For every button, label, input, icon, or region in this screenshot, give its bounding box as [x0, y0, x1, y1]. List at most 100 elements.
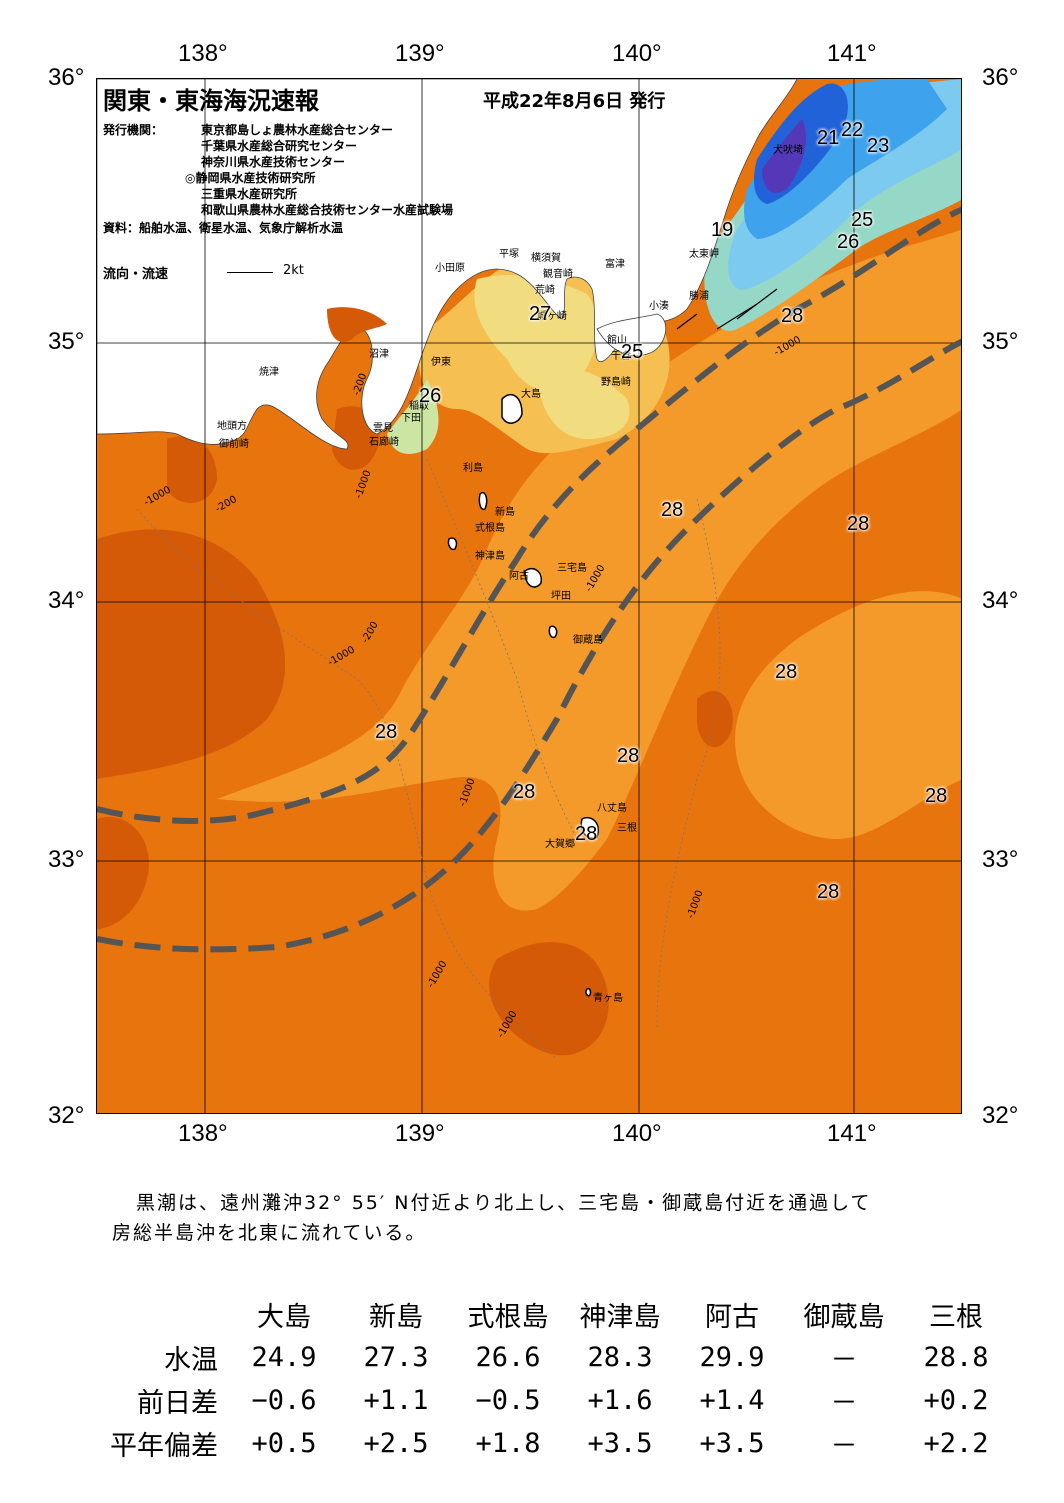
table-cell: +1.8: [475, 1428, 541, 1459]
isotherm-label-28-g: 28: [925, 785, 948, 807]
table-cell: +3.5: [587, 1428, 653, 1459]
place-jogasaki: 城ヶ崎: [537, 311, 567, 322]
issue-date: 平成22年8月6日 発行: [483, 91, 666, 112]
column-header: 式根島: [467, 1302, 549, 1333]
lat-tick-right-34: 34°: [982, 587, 1019, 614]
place-irozaki: 石廊崎: [369, 437, 399, 448]
isotherm-label-25-chikura: 25: [621, 341, 644, 363]
graticule: [97, 79, 961, 1113]
issuer-6: 和歌山県農林水産総合技術センター水産試験場: [201, 203, 454, 217]
lon-tick-top-140: 140°: [612, 40, 662, 67]
table-cell: +1.6: [587, 1385, 653, 1416]
place-hachijojima: 八丈島: [597, 803, 627, 814]
table-cell: +2.2: [923, 1428, 989, 1459]
isotherm-label-27-sagami: 27: [529, 303, 552, 325]
island-temperature-table: 大島 新島 式根島 神津島 阿古 御蔵島 三根 水温 24.9 27.3 26.…: [88, 1293, 1012, 1465]
sea-suruga-head: [327, 307, 387, 343]
table-header-row: 大島 新島 式根島 神津島 阿古 御蔵島 三根: [88, 1293, 1012, 1336]
table-cell: +1.4: [699, 1385, 765, 1416]
map-canvas: [97, 79, 961, 1113]
isotherm-label-21: 21: [817, 127, 840, 149]
place-oshima: 大島: [521, 389, 541, 400]
lat-tick-left-35: 35°: [48, 328, 85, 355]
table-cell: 28.3: [587, 1342, 653, 1373]
sea-warm-patch-aogashima: [489, 942, 609, 1056]
isotherm-label-26-east: 26: [837, 231, 860, 253]
table-cell: －: [830, 1388, 858, 1419]
place-ako: 阿古: [509, 571, 529, 582]
sea-warm-patch-5: [97, 817, 149, 929]
isotherm-label-22: 22: [841, 119, 864, 141]
table-cell: 28.8: [923, 1342, 989, 1373]
table-cell: 26.6: [475, 1342, 541, 1373]
current-arrows: [676, 288, 778, 330]
place-mitsune: 三根: [617, 823, 637, 834]
sea-27-patch-east: [735, 591, 961, 839]
place-kannonzaki: 観音崎: [543, 269, 573, 280]
place-mikurajima: 御蔵島: [573, 635, 603, 646]
sea-warm-patch-1: [167, 436, 217, 503]
map-title: 関東・東海海況速報: [103, 87, 319, 115]
lon-tick-bottom-140: 140°: [612, 1120, 662, 1147]
table-row: 平年偏差 +0.5 +2.5 +1.8 +3.5 +3.5 － +2.2: [88, 1422, 1012, 1465]
row-header: 平年偏差: [110, 1431, 218, 1462]
isotherm-label-28-boso: 28: [781, 305, 804, 327]
island-oshima: [501, 393, 523, 424]
issuer-4: ◎静岡県水産技術研究所: [185, 171, 316, 185]
table-cell: －: [830, 1431, 858, 1462]
isotherm-label-28-b: 28: [847, 513, 870, 535]
issuer-3: 神奈川県水産技術センター: [201, 155, 346, 169]
table-cell: +1.1: [363, 1385, 429, 1416]
issuer-label: 発行機関：: [103, 123, 164, 137]
data-source: 資料：船舶水温、衛星水温、気象庁解析水温: [103, 221, 344, 235]
island-hachijojima: [580, 817, 599, 839]
issuer-2: 千葉県水産総合研究センター: [201, 139, 358, 153]
table-cell: +3.5: [699, 1428, 765, 1459]
place-arasaki: 荒崎: [535, 285, 555, 296]
place-okago: 大賀郷: [545, 839, 575, 850]
row-header: 水温: [164, 1345, 218, 1376]
table-row: 水温 24.9 27.3 26.6 28.3 29.9 － 28.8: [88, 1336, 1012, 1379]
table-cell: +0.2: [923, 1385, 989, 1416]
island-niijima: [478, 492, 488, 511]
sea-warm-patch-2: [97, 529, 286, 779]
place-inatori: 稲取: [409, 401, 429, 412]
island-aogashima: [585, 987, 592, 997]
place-shikinejima: 式根島: [475, 523, 505, 534]
table-cell: +2.5: [363, 1428, 429, 1459]
table-cell: 24.9: [251, 1342, 317, 1373]
isotherm-label-26-izu: 26: [419, 385, 442, 407]
place-niijima: 新島: [495, 507, 515, 518]
isotherm-label-28-h: 28: [575, 823, 598, 845]
place-tsubota: 坪田: [551, 591, 571, 602]
lat-tick-left-33: 33°: [48, 846, 85, 873]
place-kozushima: 神津島: [475, 551, 505, 562]
current-legend-scale: 2kt: [283, 263, 304, 278]
lat-tick-left-36: 36°: [48, 64, 85, 91]
lat-tick-right-32: 32°: [982, 1102, 1019, 1129]
sea-25-oshima: [537, 366, 630, 439]
issuer-5: 三重県水産研究所: [201, 187, 298, 201]
lon-tick-top-138: 138°: [178, 40, 228, 67]
table-cell: 27.3: [363, 1342, 429, 1373]
place-miyakejima: 三宅島: [557, 563, 587, 574]
isotherm-label-19: 19: [711, 219, 734, 241]
isotherm-label-28-e: 28: [617, 745, 640, 767]
sea-24-izu: [387, 379, 439, 454]
column-header: 神津島: [579, 1302, 661, 1333]
lat-tick-right-35: 35°: [982, 328, 1019, 355]
kuroshio-path-1: [97, 206, 961, 824]
column-header: 大島: [257, 1302, 311, 1333]
island-mikurajima: [548, 625, 558, 639]
table-corner: [88, 1293, 228, 1336]
current-legend-arrow: [227, 272, 273, 273]
summary-line-1: 黒潮は、遠州灘沖32° 55′ N付近より北上し、三宅島・御蔵島付近を通過して: [136, 1192, 872, 1214]
place-toshima: 利島: [463, 463, 483, 474]
table-cell: 29.9: [699, 1342, 765, 1373]
land-boso-tip: [596, 313, 666, 357]
sea-25-sagami: [474, 274, 598, 392]
lat-tick-right-33: 33°: [982, 846, 1019, 873]
table-row: 前日差 −0.6 +1.1 −0.5 +1.6 +1.4 － +0.2: [88, 1379, 1012, 1422]
island-miyakejima: [524, 567, 542, 588]
place-jitogata: 地頭方: [217, 421, 247, 432]
